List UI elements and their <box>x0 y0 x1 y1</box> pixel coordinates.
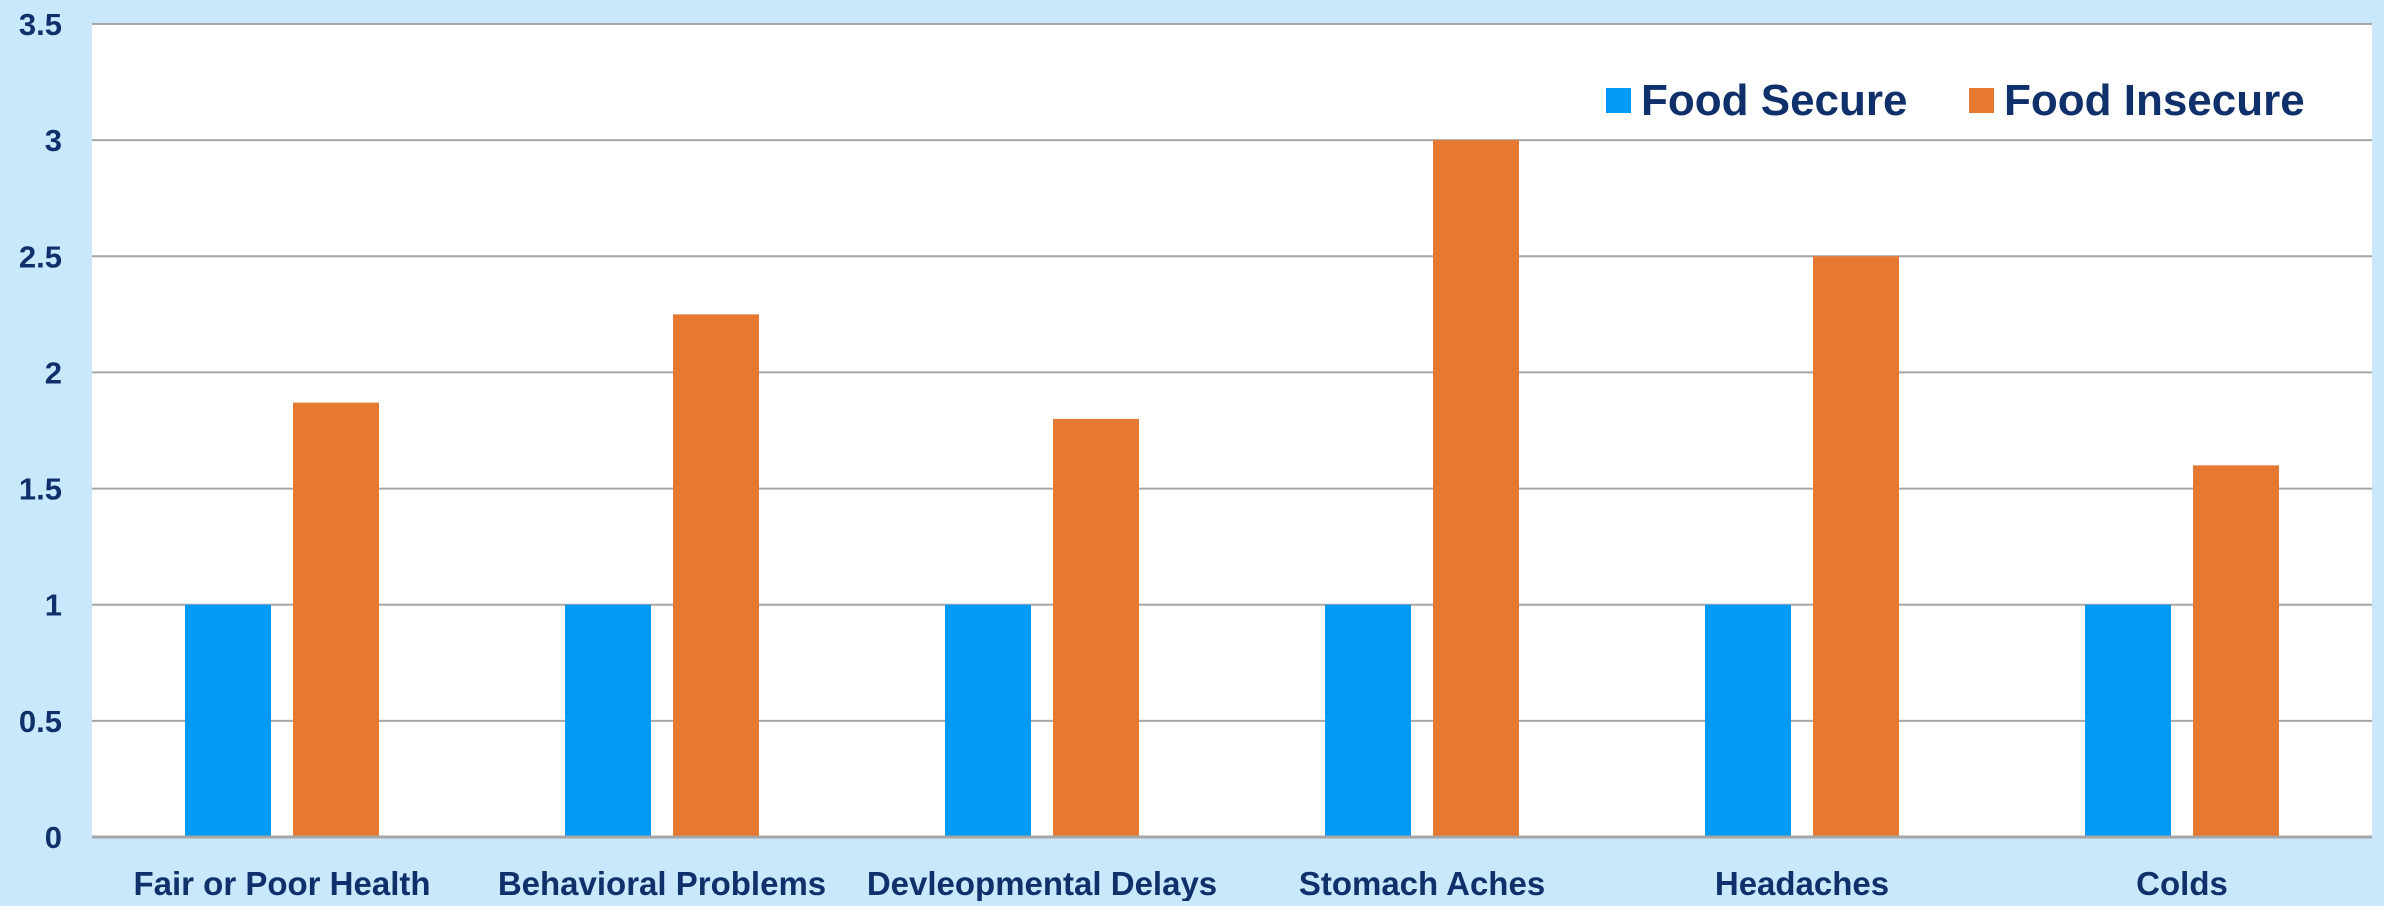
bar-food-insecure <box>1433 140 1519 838</box>
bar-food-insecure <box>293 402 379 837</box>
y-tick-label: 2 <box>45 355 62 390</box>
y-tick-label: 3.5 <box>19 7 62 42</box>
y-tick-label: 0 <box>45 820 62 855</box>
legend-label-food-insecure: Food Insecure <box>2004 76 2305 125</box>
x-category-label: Devleopmental Delays <box>867 865 1217 901</box>
y-tick-label: 0.5 <box>19 704 62 739</box>
bar-food-insecure <box>673 314 759 837</box>
x-category-label: Colds <box>2136 865 2228 901</box>
bar-food-secure <box>185 604 271 837</box>
bar-food-secure <box>1325 604 1411 837</box>
bar-food-insecure <box>1813 256 1899 837</box>
legend-swatch-food-secure <box>1606 88 1631 113</box>
legend-swatch-food-insecure <box>1969 88 1994 113</box>
legend: Food Secure Food Insecure <box>1606 76 2305 125</box>
bars <box>185 140 2279 838</box>
y-tick-label: 3 <box>45 123 62 158</box>
bar-food-secure <box>1705 604 1791 837</box>
plot-area <box>92 24 2372 837</box>
x-category-label: Behavioral Problems <box>498 865 826 901</box>
bar-food-secure <box>565 604 651 837</box>
bar-food-secure <box>2085 604 2171 837</box>
y-tick-label: 2.5 <box>19 239 62 274</box>
y-axis-ticks: 0 0.5 1 1.5 2 2.5 3 3.5 <box>19 7 62 855</box>
legend-label-food-secure: Food Secure <box>1641 76 1908 125</box>
y-tick-label: 1.5 <box>19 472 62 507</box>
bar-food-insecure <box>2193 465 2279 837</box>
x-axis-categories: Fair or Poor Health Behavioral Problems De… <box>133 865 2228 902</box>
y-tick-label: 1 <box>45 588 62 623</box>
x-category-label: Headaches <box>1715 865 1889 901</box>
bar-food-secure <box>945 604 1031 837</box>
x-category-label: Stomach Aches <box>1299 865 1545 901</box>
gridlines <box>92 23 2372 722</box>
bar-food-insecure <box>1053 418 1139 837</box>
x-category-label: Fair or Poor Health <box>133 865 430 901</box>
